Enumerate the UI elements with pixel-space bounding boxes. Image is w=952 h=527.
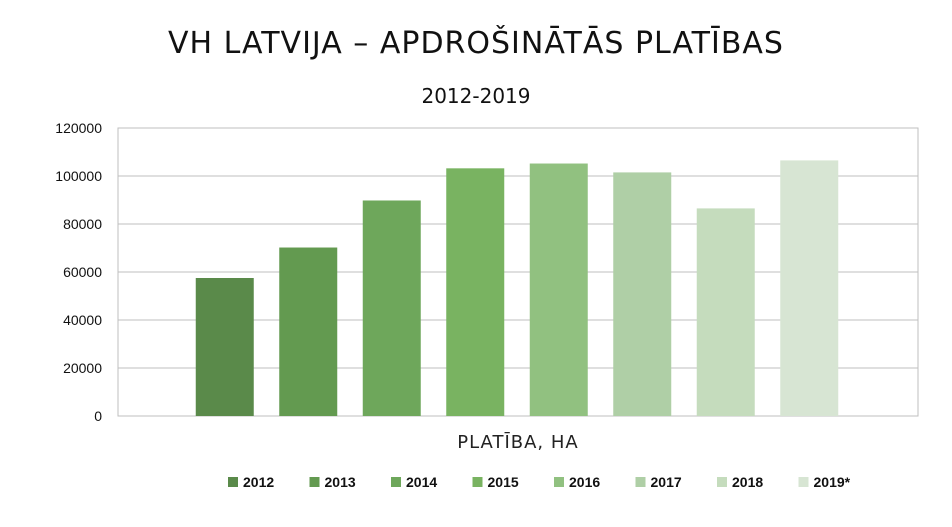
legend-label: 2016	[569, 474, 600, 490]
bar-2014	[362, 200, 421, 416]
legend-swatch	[635, 477, 646, 487]
x-axis-label: PLATĪBA, HA	[457, 431, 578, 453]
legend-swatch	[309, 477, 320, 487]
legend-label: 2019*	[814, 474, 851, 490]
bar-2018	[696, 208, 755, 416]
chart-subtitle: 2012-2019	[421, 84, 531, 108]
legend-swatch	[717, 477, 727, 487]
chart-title: VH LATVIJA – APDROŠINĀTĀS PLATĪBAS	[168, 26, 784, 61]
legend-swatch	[554, 477, 564, 487]
plot-border	[117, 127, 919, 417]
legend-swatch	[228, 477, 238, 487]
legend-swatch	[798, 477, 809, 487]
legend-label: 2017	[651, 474, 682, 490]
y-tick-label: 120000	[55, 120, 102, 136]
y-tick-label: 80000	[63, 216, 102, 232]
legend-label: 2018	[732, 474, 763, 490]
bar-2016	[529, 163, 588, 416]
y-tick-label: 0	[94, 408, 102, 424]
bar-2019-star	[780, 160, 839, 416]
bar-2015	[446, 168, 505, 416]
legend-label: 2014	[406, 474, 437, 490]
bar-2017	[613, 172, 672, 416]
y-tick-label: 20000	[63, 360, 102, 376]
y-tick-label: 40000	[63, 312, 102, 328]
bar-2013	[279, 247, 338, 416]
bar-2012	[195, 278, 254, 416]
legend-label: 2015	[488, 474, 519, 490]
legend-label: 2013	[325, 474, 356, 490]
y-tick-label: 60000	[63, 264, 102, 280]
y-tick-label: 100000	[55, 168, 102, 184]
legend-swatch	[472, 477, 483, 487]
legend-label: 2012	[243, 474, 274, 490]
legend-swatch	[391, 477, 401, 487]
